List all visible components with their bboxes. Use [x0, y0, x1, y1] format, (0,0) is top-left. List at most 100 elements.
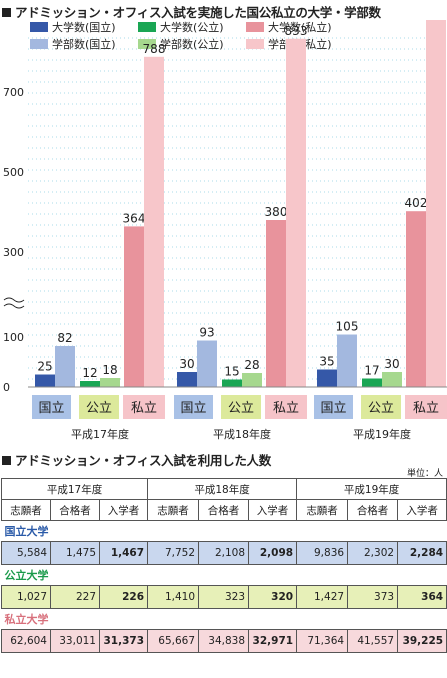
group-label: 公立 — [368, 401, 394, 416]
table-cell: 323 — [198, 585, 250, 609]
table-cell: 1,467 — [98, 541, 149, 565]
bullet-square-icon — [2, 8, 11, 17]
bar-value-label: 35 — [319, 355, 334, 369]
group-label-box — [174, 395, 213, 419]
legend-label: 大学数(公立) — [160, 20, 224, 34]
year-label: 平成18年度 — [213, 427, 271, 441]
legend-swatch — [30, 22, 48, 32]
category-row: 私立大学 — [2, 609, 447, 630]
bar — [242, 373, 262, 387]
category-label: 国立大学 — [4, 525, 49, 538]
table-cell: 65,667 — [147, 629, 200, 653]
y-tick-label: 0 — [3, 381, 10, 394]
table-cell: 41,557 — [347, 629, 399, 653]
bar-value-label: 17 — [364, 364, 379, 378]
table-cell: 373 — [347, 585, 399, 609]
y-tick-label: 500 — [3, 166, 24, 179]
table-cell: 1,475 — [50, 541, 100, 565]
year-label: 平成17年度 — [71, 427, 129, 441]
column-header: 入学者 — [248, 499, 298, 521]
group-label: 私立 — [131, 401, 157, 416]
group-label: 私立 — [413, 401, 439, 416]
column-header: 合格者 — [50, 499, 100, 521]
table-header-columns: 志願者 合格者 入学者 志願者 合格者 入学者 志願者 合格者 入学者 — [1, 499, 447, 521]
category-label: 公立大学 — [4, 569, 49, 582]
bar — [80, 381, 100, 387]
bar — [426, 20, 446, 387]
category-row: 国立大学 — [2, 521, 447, 542]
table-cell: 2,284 — [397, 541, 447, 565]
group-label-box — [123, 395, 165, 419]
category-label: 私立大学 — [4, 613, 49, 626]
group-label-box — [221, 395, 261, 419]
unit-label: 単位：人 — [406, 469, 443, 479]
bar-value-label: 25 — [37, 360, 52, 374]
y-tick-label: 100 — [3, 331, 24, 344]
legend-swatch — [30, 39, 48, 49]
legend-swatch — [138, 22, 156, 32]
legend-label: 大学数(国立) — [52, 20, 116, 34]
bar — [266, 220, 286, 387]
bar — [222, 379, 242, 387]
table-cell: 34,838 — [198, 629, 250, 653]
group-label-box — [79, 395, 119, 419]
legend-label: 学部数(国立) — [52, 37, 116, 51]
bar — [197, 340, 217, 387]
bar — [55, 346, 75, 387]
table-cell: 2,302 — [347, 541, 399, 565]
bar-value-label: 30 — [179, 357, 194, 371]
bar — [337, 334, 357, 387]
group-label: 国立 — [180, 401, 206, 416]
bar-value-label: 788 — [143, 42, 166, 56]
group-label-box — [265, 395, 307, 419]
group-label-box — [361, 395, 401, 419]
table-cell: 32,971 — [248, 629, 298, 653]
table-row: 5,584 1,475 1,467 7,752 2,108 2,098 9,836 2,302… — [1, 541, 447, 565]
legend-swatch — [246, 39, 264, 49]
table-cell: 5,584 — [1, 541, 51, 565]
column-header: 志願者 — [147, 499, 200, 521]
table-cell: 1,410 — [147, 585, 200, 609]
bar-value-label: 82 — [57, 331, 72, 345]
column-header: 入学者 — [98, 499, 149, 521]
table-header-years: 平成17年度 平成18年度 平成19年度 — [0, 478, 447, 500]
bar — [406, 211, 426, 387]
bar-value-label: 28 — [244, 358, 259, 372]
group-label: 公立 — [86, 401, 112, 416]
column-header: 合格者 — [347, 499, 399, 521]
bar — [382, 372, 402, 387]
bar-value-label: 833 — [285, 24, 308, 38]
bar — [124, 226, 144, 387]
y-tick-label: 300 — [3, 246, 24, 259]
column-header: 志願者 — [296, 499, 349, 521]
group-label: 国立 — [320, 401, 346, 416]
table-cell: 1,427 — [296, 585, 349, 609]
bar-value-label: 105 — [336, 320, 359, 334]
table-cell: 2,108 — [198, 541, 250, 565]
bullet-square-icon — [2, 456, 11, 465]
table-cell: 9,836 — [296, 541, 349, 565]
bar — [144, 56, 164, 388]
column-header: 入学者 — [397, 499, 447, 521]
table-cell: 364 — [397, 585, 447, 609]
bar-value-label: 18 — [102, 363, 117, 377]
bar-value-label: 12 — [82, 366, 97, 380]
bar — [177, 372, 197, 387]
column-header: 合格者 — [198, 499, 250, 521]
group-label: 公立 — [228, 401, 254, 416]
bar-value-label: 93 — [199, 326, 214, 340]
legend-swatch — [138, 39, 156, 49]
chart-title-text: アドミッション・オフィス入試を実施した国公私立の大学・学部数 — [15, 5, 381, 20]
table-cell: 7,752 — [147, 541, 200, 565]
bar-value-label: 30 — [384, 357, 399, 371]
chart-title: アドミッション・オフィス入試を実施した国公私立の大学・学部数 — [2, 2, 381, 21]
group-label-box — [32, 395, 71, 419]
bar-value-label: 364 — [123, 211, 146, 225]
y-tick-label: 700 — [3, 86, 24, 99]
table-cell: 39,225 — [397, 629, 447, 653]
table-cell: 2,098 — [248, 541, 298, 565]
table-cell: 320 — [248, 585, 298, 609]
year-label: 平成19年度 — [353, 427, 411, 441]
group-label: 私立 — [273, 401, 299, 416]
bar — [286, 38, 306, 388]
